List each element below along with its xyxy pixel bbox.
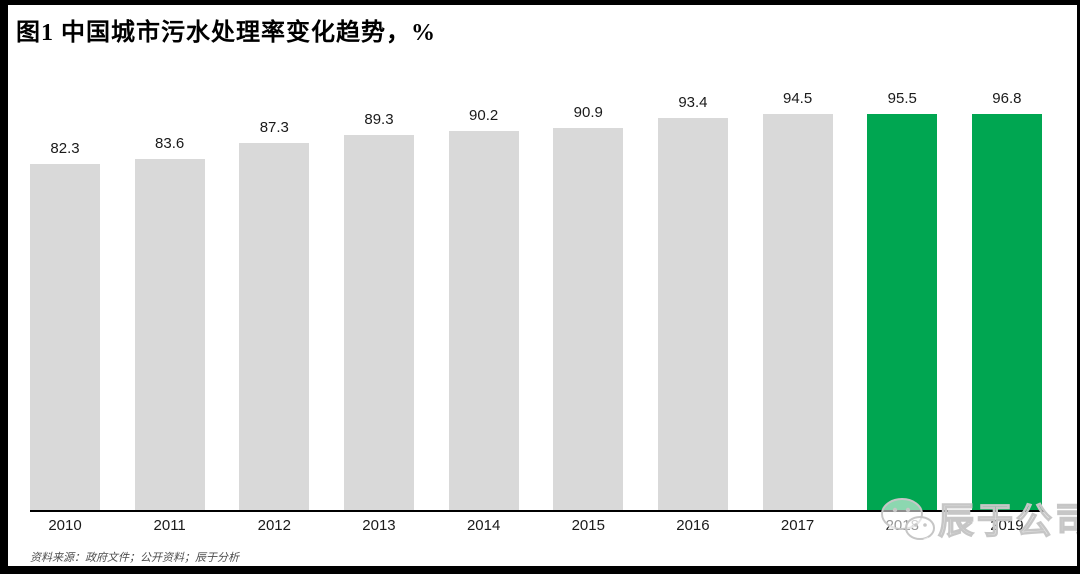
frame-border-right (1077, 0, 1080, 574)
bar-group-2018: 95.5 (867, 90, 938, 510)
bar-value-label: 90.2 (469, 107, 499, 125)
bar-value-label: 82.3 (50, 140, 80, 158)
frame-border-left (0, 0, 8, 574)
x-axis-labels: 2010 2011 2012 2013 2014 2015 2016 2017 2018 2019 (30, 517, 1042, 534)
x-axis-label: 2017 (780, 517, 815, 534)
bar-group-2019: 96.8 (971, 90, 1042, 510)
bar-value-label: 83.6 (155, 134, 185, 152)
bar-value-label: 95.5 (887, 90, 917, 107)
x-axis-label: 2014 (466, 517, 501, 534)
bar-value-label: 96.8 (992, 90, 1022, 107)
bar-value-label: 90.9 (573, 104, 603, 122)
source-note: 资料来源：政府文件；公开资料；辰于分析 (30, 552, 239, 564)
chart-title: 图1 中国城市污水处理率变化趋势，% (16, 20, 436, 46)
bar (239, 143, 310, 510)
bar-value-label: 93.4 (678, 93, 708, 111)
frame-border-top (0, 0, 1080, 5)
bar-value-label: 89.3 (364, 110, 394, 128)
x-axis-label: 2013 (362, 517, 396, 534)
bar (30, 164, 100, 510)
x-axis-label: 2018 (885, 517, 919, 534)
bar-group-2012: 87.3 (239, 90, 310, 510)
bar-group-2013: 89.3 (343, 90, 414, 510)
x-axis-line (30, 510, 1044, 512)
bar-group-2016: 93.4 (657, 90, 728, 510)
bar-chart: 82.3 83.6 87.3 89.3 90.2 90.9 93.4 94.5 95.5 96.8 (30, 90, 1042, 510)
bar (448, 131, 519, 510)
bar-group-2010: 82.3 (30, 90, 100, 510)
x-axis-label: 2015 (571, 517, 605, 534)
bar (971, 114, 1042, 510)
bar (762, 114, 833, 510)
x-axis-label: 2019 (990, 517, 1024, 534)
x-axis-label: 2016 (676, 517, 710, 534)
bar-group-2017: 94.5 (762, 90, 833, 510)
x-axis-label: 2011 (153, 517, 186, 534)
x-axis-label: 2010 (48, 517, 82, 534)
bar (553, 128, 624, 510)
frame-border-bottom (0, 566, 1080, 574)
bar-value-label: 94.5 (782, 90, 813, 107)
bar (657, 117, 728, 510)
bars-container: 82.3 83.6 87.3 89.3 90.2 90.9 93.4 94.5 95.5 96.8 (30, 90, 1042, 510)
bar-group-2014: 90.2 (448, 90, 519, 510)
bar (134, 158, 205, 510)
bar (343, 134, 414, 510)
bar (867, 114, 938, 510)
bar-group-2011: 83.6 (134, 90, 205, 510)
bar-value-label: 87.3 (259, 119, 289, 137)
x-axis-label: 2012 (257, 517, 291, 534)
bar-group-2015: 90.9 (553, 90, 624, 510)
